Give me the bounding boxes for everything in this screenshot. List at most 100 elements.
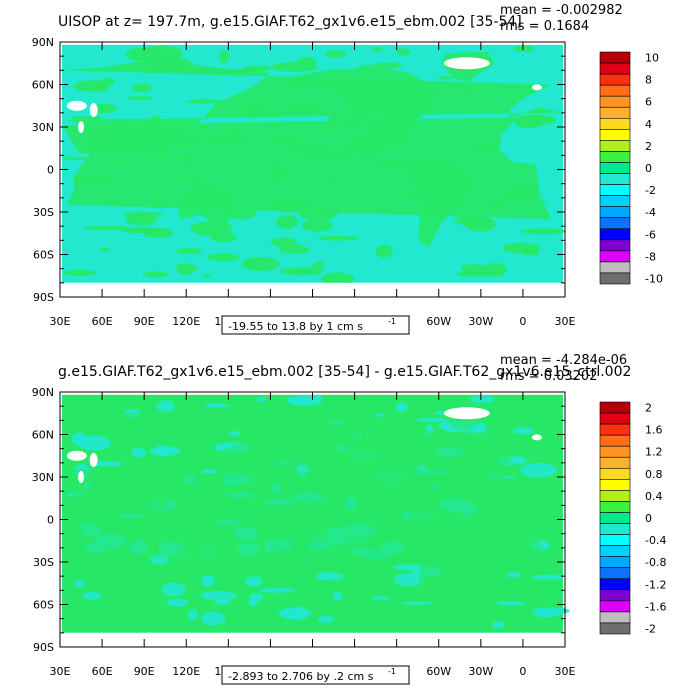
colorbar-label: -0.8 <box>645 556 666 569</box>
lon-tick-label: 120E <box>172 315 200 328</box>
colorbar-swatch <box>599 250 631 263</box>
colorbar-swatch <box>599 228 631 241</box>
colorbar-swatch <box>599 412 631 425</box>
map-field <box>60 42 567 297</box>
lon-tick-label: 30E <box>50 315 71 328</box>
colorbar-label: 2 <box>645 402 652 415</box>
colorbar-label: -4 <box>645 206 656 219</box>
lat-tick-label: 60N <box>32 79 54 92</box>
range-note-text: -19.55 to 13.8 by 1 cm s <box>228 320 363 333</box>
colorbar: 10 8 6 4 2 0 -2 -4 -6 -8 -10 <box>599 51 663 285</box>
land-mask <box>443 407 490 420</box>
colorbar-swatch <box>599 106 631 119</box>
colorbar-swatch <box>599 512 631 524</box>
colorbar-swatch <box>599 434 631 447</box>
lon-tick-label: 30W <box>468 315 493 328</box>
lat-tick-label: 90S <box>33 641 54 654</box>
colorbar-label: -8 <box>645 250 656 263</box>
lon-tick-label: 30E <box>555 665 576 678</box>
lon-tick-label: 30E <box>50 665 71 678</box>
lat-tick-label: 30S <box>33 556 54 569</box>
colorbar-label: -2 <box>645 184 656 197</box>
land-mask <box>443 57 490 70</box>
lat-tick-label: 30N <box>32 471 54 484</box>
lon-tick-label: 90E <box>134 665 155 678</box>
lon-tick-label: 60E <box>92 315 113 328</box>
lon-tick-label: 120E <box>172 665 200 678</box>
colorbar-swatch <box>599 445 631 458</box>
colorbar-swatch <box>599 261 631 274</box>
colorbar-swatch <box>599 95 631 108</box>
colorbar-label: 0.8 <box>645 468 663 481</box>
lon-tick-label: 30W <box>468 665 493 678</box>
panel-title: UISOP at z= 197.7m, g.e15.GIAF.T62_gx1v6… <box>58 14 522 30</box>
lat-tick-label: 90S <box>33 291 54 304</box>
colorbar-label: -6 <box>645 228 656 241</box>
colorbar-swatch <box>599 545 631 557</box>
lat-tick-label: 0 <box>47 514 54 527</box>
colorbar-swatch <box>599 600 631 613</box>
map-frame <box>59 41 566 298</box>
colorbar-swatch <box>599 479 631 491</box>
lon-tick-label: 60W <box>426 665 451 678</box>
lat-tick-label: 90N <box>32 386 54 399</box>
colorbar-label: 0 <box>645 512 652 525</box>
colorbar-swatch <box>599 151 631 163</box>
colorbar-label: -2 <box>645 622 656 635</box>
colorbar-swatch <box>599 578 631 591</box>
rms-value: rms = 0.03202 <box>500 369 597 384</box>
lower-map-panel: g.e15.GIAF.T62_gx1v6.e15_ebm.002 [35-54]… <box>32 353 666 685</box>
lon-tick-label: 60E <box>92 665 113 678</box>
colorbar-swatch <box>599 611 631 624</box>
colorbar-swatch <box>599 184 631 196</box>
colorbar-label: -10 <box>645 272 663 285</box>
colorbar-label: 0 <box>645 162 652 175</box>
lon-tick-label: 60W <box>426 315 451 328</box>
contour-range-note: -19.55 to 13.8 by 1 cm s -1 <box>221 315 410 335</box>
lat-tick-label: 0 <box>47 164 54 177</box>
lat-tick-label: 60S <box>33 599 54 612</box>
colorbar-label: 6 <box>645 96 652 109</box>
colorbar: 2 1.6 1.2 0.8 0.4 0 -0.4 -0.8 -1.2 -1.6 -2 <box>599 401 666 635</box>
lat-tick-label: 60S <box>33 249 54 262</box>
colorbar-swatch <box>599 117 631 130</box>
colorbar-swatch <box>599 490 631 502</box>
colorbar-swatch <box>599 401 631 414</box>
colorbar-label: -1.2 <box>645 578 666 591</box>
lon-tick-label: 90E <box>134 315 155 328</box>
lat-tick-label: 90N <box>32 36 54 49</box>
colorbar-swatch <box>599 195 631 207</box>
colorbar-swatch <box>599 467 631 480</box>
colorbar-swatch <box>599 162 631 174</box>
colorbar-swatch <box>599 622 631 635</box>
mean-value: mean = -0.002982 <box>500 3 623 18</box>
lon-tick-label: 0 <box>519 665 526 678</box>
colorbar-swatch <box>599 73 631 86</box>
colorbar-swatch <box>599 534 631 546</box>
colorbar-label: 0.4 <box>645 490 663 503</box>
colorbar-swatch <box>599 217 631 230</box>
colorbar-swatch <box>599 501 631 513</box>
colorbar-swatch <box>599 129 631 141</box>
colorbar-swatch <box>599 556 631 569</box>
colorbar-swatch <box>599 567 631 580</box>
colorbar-label: 10 <box>645 52 659 65</box>
colorbar-label: -0.4 <box>645 534 666 547</box>
colorbar-swatch <box>599 84 631 97</box>
colorbar-swatch <box>599 272 631 285</box>
range-note-exponent: -1 <box>388 667 396 676</box>
colorbar-label: 8 <box>645 74 652 87</box>
colorbar-swatch <box>599 51 631 64</box>
lat-tick-label: 30N <box>32 121 54 134</box>
rms-value: rms = 0.1684 <box>500 19 589 34</box>
colorbar-swatch <box>599 456 631 469</box>
colorbar-swatch <box>599 239 631 252</box>
colorbar-swatch <box>599 206 631 219</box>
range-note-exponent: -1 <box>388 317 396 326</box>
panel-title: g.e15.GIAF.T62_gx1v6.e15_ebm.002 [35-54]… <box>58 364 631 380</box>
lon-tick-label: 30E <box>555 315 576 328</box>
map-field <box>60 392 570 647</box>
colorbar-label: -1.6 <box>645 600 666 613</box>
contour-range-note: -2.893 to 2.706 by .2 cm s -1 <box>221 665 410 685</box>
